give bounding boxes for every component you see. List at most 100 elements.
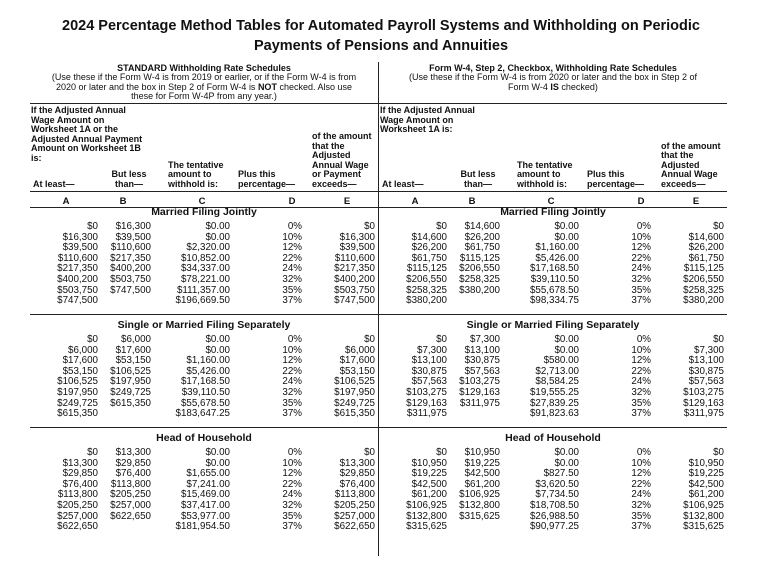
table-cell: $42,500 — [688, 478, 724, 490]
table-cell: 12% — [282, 468, 302, 480]
table-cell: $7,300 — [417, 344, 447, 356]
table-cell: 10% — [282, 231, 302, 243]
table-cell: $34,337.00 — [180, 263, 230, 275]
table-cell: 22% — [631, 252, 651, 264]
column-letter: A — [411, 196, 419, 207]
column-header: The tentative amount to withhold is: — [168, 159, 224, 189]
table-cell: $55,678.50 — [529, 284, 579, 296]
section-title: Married Filing Jointly — [500, 206, 606, 218]
table-cell: 10% — [282, 344, 302, 356]
table-cell: 10% — [631, 344, 651, 356]
table-cell: 24% — [282, 489, 302, 501]
table-cell: $115,125 — [459, 252, 500, 264]
table-cell: $132,800 — [459, 500, 500, 511]
table-cell: $197,950 — [110, 376, 151, 388]
table-cell: $39,500 — [115, 231, 151, 243]
table-cell: $39,500 — [339, 242, 375, 254]
table-cell: 22% — [631, 478, 651, 490]
table-cell: $106,925 — [406, 500, 447, 511]
table-cell: $580.00 — [543, 355, 579, 367]
table-cell: 22% — [282, 478, 302, 490]
table-cell: $129,163 — [406, 397, 447, 409]
table-cell: $14,600 — [464, 221, 500, 232]
table-cell: $6,000 — [68, 344, 98, 356]
table-cell: $315,625 — [683, 521, 724, 533]
table-cell: $10,950 — [464, 447, 500, 458]
table-cell: $113,800 — [334, 489, 375, 501]
note-text: (Use these if the Form W-4 is from 2020 … — [409, 72, 697, 92]
table-cell: $106,525 — [110, 365, 151, 377]
table-cell: $206,550 — [406, 274, 447, 285]
column-letter: D — [637, 196, 645, 207]
table-cell: $258,325 — [459, 274, 500, 285]
table-cell: $26,200 — [411, 242, 447, 254]
table-cell: $0 — [87, 334, 98, 345]
table-cell: $30,875 — [464, 355, 500, 367]
table-cell: 32% — [631, 274, 651, 285]
table-cell: 37% — [282, 295, 302, 307]
table-cell: $61,750 — [411, 252, 447, 264]
table-cell: $615,350 — [110, 397, 151, 409]
table-cell: $257,000 — [334, 510, 375, 522]
table-cell: $503,750 — [110, 274, 151, 285]
table-cell: $0 — [364, 334, 375, 345]
table-cell: $103,275 — [683, 387, 724, 398]
table-cell: $61,200 — [688, 489, 724, 501]
table-cell: $53,150 — [62, 365, 98, 377]
table-cell: $1,160.00 — [186, 355, 230, 367]
rule — [379, 207, 727, 208]
table-cell: $111,357.00 — [176, 284, 230, 296]
table-cell: $10,852.00 — [180, 252, 230, 264]
table-cell: $0 — [364, 221, 375, 232]
column-letter: C — [198, 196, 206, 207]
table-cell: $27,839.25 — [529, 397, 579, 409]
section-title: Single or Married Filing Separately — [117, 319, 291, 331]
column-letter: B — [119, 196, 127, 207]
table-cell: $29,850 — [339, 468, 375, 480]
column-intro: If the Adjusted Annual Wage Amount on Wo… — [380, 105, 475, 134]
table-cell: $13,100 — [464, 344, 500, 356]
table-cell: $0 — [87, 221, 98, 232]
table-cell: 32% — [282, 274, 302, 285]
table-cell: $747,500 — [110, 284, 151, 296]
table-cell: $0 — [364, 447, 375, 458]
table-cell: $400,200 — [110, 263, 151, 275]
table-cell: 0% — [636, 334, 651, 345]
column-header: of the amount that the Adjusted Annual W… — [312, 131, 372, 189]
table-cell: $61,750 — [688, 252, 724, 264]
table-cell: $249,725 — [110, 387, 151, 398]
table-cell: $61,750 — [464, 242, 500, 254]
table-cell: $14,600 — [688, 231, 724, 243]
column-header: Plus this percentage— — [587, 169, 645, 189]
table-cell: $183,647.25 — [175, 408, 230, 420]
table-cell: $106,925 — [459, 489, 500, 501]
table-cell: $19,555.25 — [529, 387, 579, 398]
table-cell: 37% — [631, 295, 651, 307]
column-header: At least— — [382, 178, 424, 189]
table-cell: $380,200 — [683, 295, 724, 307]
table-cell: $1,655.00 — [186, 468, 230, 480]
rule — [30, 191, 378, 192]
panel-note: (Use these if the Form W-4 is from 2019 … — [50, 72, 358, 102]
rule — [30, 314, 378, 315]
table-cell: $206,550 — [683, 274, 724, 285]
column-header: But less than— — [111, 169, 147, 189]
table-cell: 32% — [631, 387, 651, 398]
table-cell: $37,417.00 — [180, 500, 230, 511]
table-cell: $103,275 — [406, 387, 447, 398]
table-cell: $827.50 — [543, 468, 579, 480]
table-cell: $2,320.00 — [186, 242, 230, 254]
table-cell: 0% — [287, 447, 302, 458]
table-cell: $132,800 — [683, 510, 724, 522]
table-cell: 12% — [631, 242, 651, 254]
table-cell: $258,325 — [683, 284, 724, 296]
table-cell: $19,225 — [688, 468, 724, 480]
note-text: IS — [550, 81, 559, 92]
table-cell: $622,650 — [110, 510, 151, 522]
table-cell: $622,650 — [334, 521, 375, 533]
table-cell: $205,250 — [110, 489, 151, 501]
table-cell: $196,669.50 — [175, 295, 230, 307]
table-cell: $29,850 — [115, 457, 151, 469]
table-cell: $0 — [713, 334, 724, 345]
table-cell: $0.00 — [554, 221, 579, 232]
